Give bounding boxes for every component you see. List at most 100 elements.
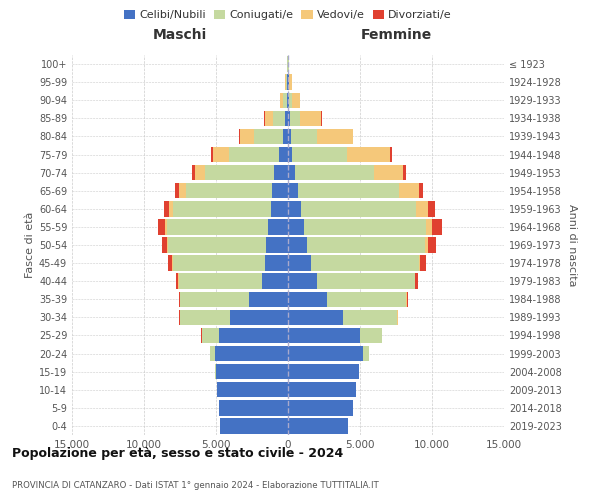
Bar — [216, 364, 288, 380]
Bar — [280, 147, 288, 162]
Bar — [428, 238, 436, 252]
Legend: Celibi/Nubili, Coniugati/e, Vedovi/e, Divorziati/e: Celibi/Nubili, Coniugati/e, Vedovi/e, Di… — [120, 6, 456, 25]
Bar — [272, 183, 288, 198]
Bar — [290, 110, 300, 126]
Bar — [217, 382, 288, 398]
Bar — [403, 165, 406, 180]
Bar — [428, 201, 435, 216]
Bar — [158, 219, 165, 234]
Bar — [169, 238, 266, 252]
Bar — [289, 74, 292, 90]
Bar — [288, 201, 301, 216]
Bar — [407, 292, 408, 307]
Bar — [307, 238, 425, 252]
Bar — [347, 147, 390, 162]
Y-axis label: Fasce di età: Fasce di età — [25, 212, 35, 278]
Bar — [419, 183, 424, 198]
Bar — [327, 292, 406, 307]
Bar — [240, 128, 254, 144]
Text: Femmine: Femmine — [361, 28, 431, 42]
Bar — [291, 128, 317, 144]
Bar — [288, 346, 363, 362]
Bar — [287, 92, 288, 108]
Bar — [288, 238, 307, 252]
Bar — [176, 274, 178, 289]
Bar — [165, 219, 167, 234]
Bar — [425, 238, 428, 252]
Bar — [205, 165, 274, 180]
Bar — [292, 147, 347, 162]
Bar — [213, 147, 229, 162]
Bar — [298, 183, 399, 198]
Bar — [195, 165, 205, 180]
Bar — [179, 292, 180, 307]
Bar — [288, 292, 327, 307]
Bar — [304, 219, 426, 234]
Bar — [215, 346, 288, 362]
Bar — [266, 238, 288, 252]
Bar — [301, 201, 416, 216]
Bar — [210, 346, 215, 362]
Bar — [192, 165, 195, 180]
Bar — [254, 128, 283, 144]
Bar — [274, 165, 288, 180]
Bar — [215, 364, 216, 380]
Bar — [295, 165, 374, 180]
Bar — [286, 110, 288, 126]
Bar — [168, 256, 172, 271]
Bar — [273, 110, 286, 126]
Bar — [416, 201, 428, 216]
Bar — [249, 292, 288, 307]
Bar — [360, 328, 382, 343]
Bar — [179, 183, 186, 198]
Bar — [288, 165, 295, 180]
Bar — [288, 274, 317, 289]
Bar — [265, 110, 273, 126]
Bar — [180, 292, 249, 307]
Bar — [374, 165, 403, 180]
Bar — [220, 418, 288, 434]
Bar — [288, 418, 349, 434]
Bar — [288, 328, 360, 343]
Bar — [283, 128, 288, 144]
Text: Maschi: Maschi — [153, 28, 207, 42]
Bar — [317, 128, 353, 144]
Bar — [426, 219, 432, 234]
Bar — [288, 92, 289, 108]
Text: PROVINCIA DI CATANZARO - Dati ISTAT 1° gennaio 2024 - Elaborazione TUTTITALIA.IT: PROVINCIA DI CATANZARO - Dati ISTAT 1° g… — [12, 480, 379, 490]
Bar — [288, 364, 359, 380]
Text: Popolazione per età, sesso e stato civile - 2024: Popolazione per età, sesso e stato civil… — [12, 448, 343, 460]
Bar — [288, 382, 356, 398]
Bar — [164, 201, 169, 216]
Bar — [283, 92, 287, 108]
Bar — [179, 274, 262, 289]
Bar — [415, 274, 418, 289]
Bar — [288, 310, 343, 325]
Bar — [173, 201, 271, 216]
Bar — [280, 92, 283, 108]
Bar — [289, 92, 292, 108]
Bar — [285, 74, 286, 90]
Bar — [419, 256, 421, 271]
Bar — [363, 346, 368, 362]
Y-axis label: Anni di nascita: Anni di nascita — [567, 204, 577, 286]
Bar — [262, 274, 288, 289]
Bar — [292, 92, 300, 108]
Bar — [390, 147, 392, 162]
Bar — [399, 183, 419, 198]
Bar — [175, 183, 179, 198]
Bar — [343, 310, 397, 325]
Bar — [288, 183, 298, 198]
Bar — [288, 147, 292, 162]
Bar — [288, 400, 353, 415]
Bar — [169, 201, 173, 216]
Bar — [219, 328, 288, 343]
Bar — [186, 183, 272, 198]
Bar — [173, 256, 265, 271]
Bar — [432, 219, 442, 234]
Bar — [167, 219, 268, 234]
Bar — [219, 400, 288, 415]
Bar — [211, 147, 213, 162]
Bar — [421, 256, 425, 271]
Bar — [230, 310, 288, 325]
